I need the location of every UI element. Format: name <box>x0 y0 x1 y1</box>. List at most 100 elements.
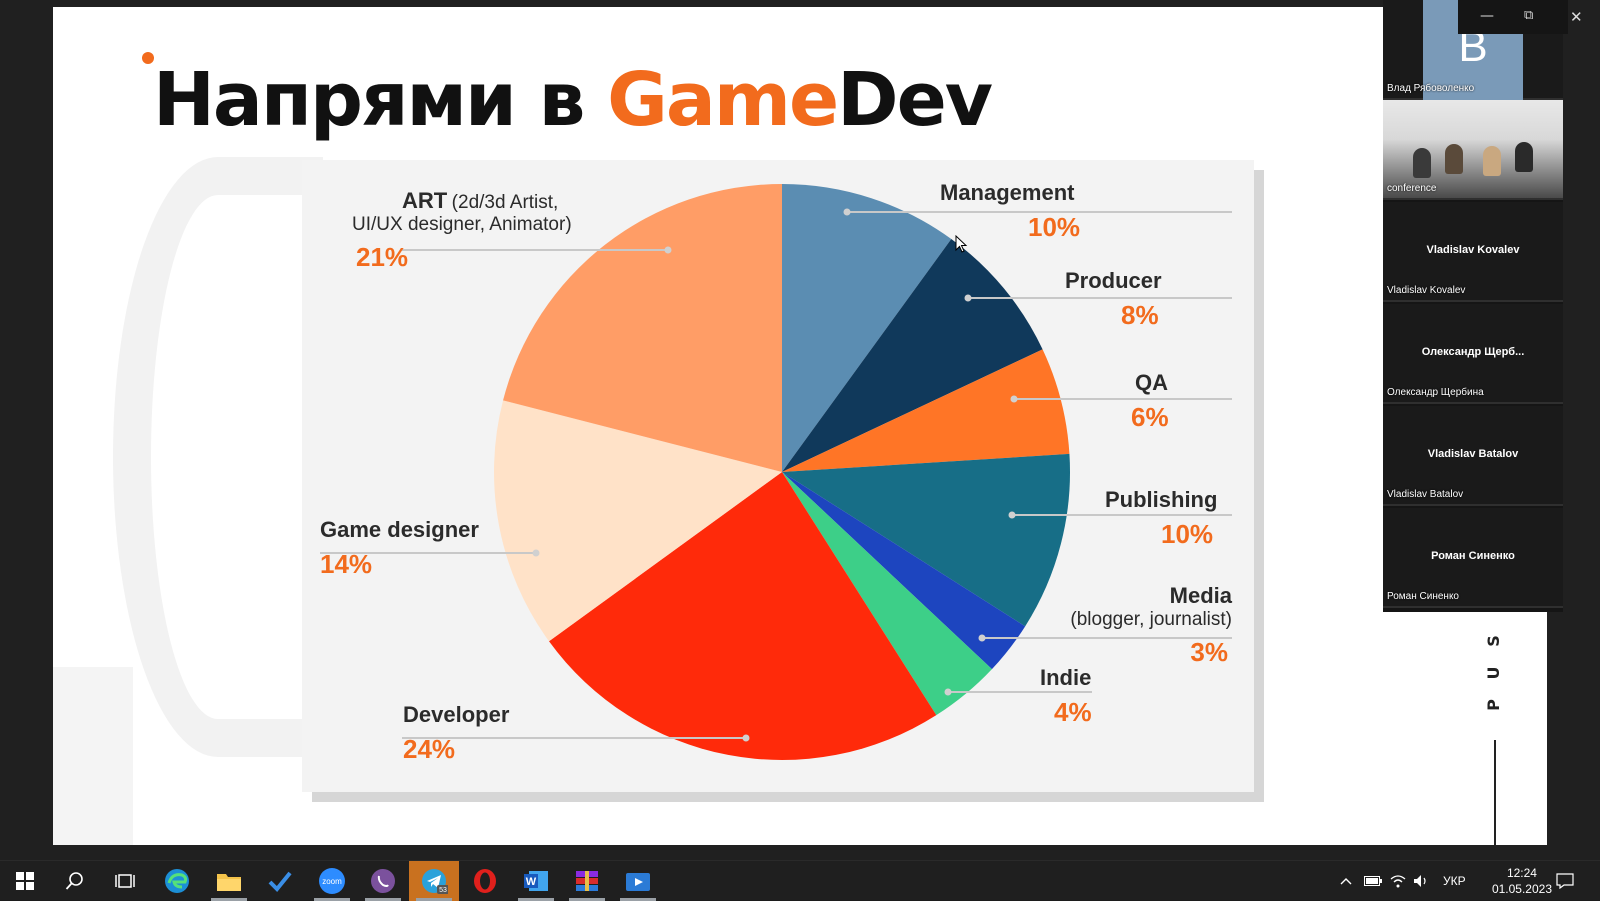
vertical-letter: P <box>1484 699 1503 711</box>
file-explorer-icon[interactable] <box>204 861 254 901</box>
wifi-icon[interactable] <box>1390 861 1406 901</box>
leader-dot <box>843 208 851 216</box>
slide-background-arc <box>113 157 323 757</box>
pie-slice-indie <box>782 472 992 716</box>
presentation-slide: Напрями в GameDev ART (2d/3d Artist, UI/… <box>53 7 1547 845</box>
pie-slice-publishing <box>782 453 1070 627</box>
participant-name: Роман Синенко <box>1387 591 1459 602</box>
label-media-sub: (blogger, journalist) <box>1070 609 1232 630</box>
slide-title: Напрями в GameDev <box>153 57 993 143</box>
clock-time: 12:24 <box>1506 866 1537 880</box>
zoom-label: zoom <box>322 877 342 886</box>
participant-name: Vladislav Kovalev <box>1387 285 1466 296</box>
participant-tile[interactable]: Vladislav Kovalev Vladislav Kovalev <box>1383 202 1563 302</box>
label-management-name: Management <box>940 180 1075 205</box>
participant-name: Vladislav Batalov <box>1387 489 1464 500</box>
windows-start-icon[interactable] <box>0 861 50 901</box>
clock-date: 01.05.2023 <box>1491 882 1552 896</box>
participant-tile[interactable]: Роман Синенко Роман Синенко <box>1383 508 1563 608</box>
label-game-designer-name: Game designer <box>320 517 479 542</box>
label-qa-name: QA <box>1135 370 1168 395</box>
viber-icon[interactable] <box>358 861 408 901</box>
label-developer-name: Developer <box>403 702 510 727</box>
label-indie-percent: 4% <box>1054 697 1092 727</box>
vertical-slide-text: S U P <box>1484 625 1504 721</box>
label-publishing: Publishing 10% <box>1105 487 1217 550</box>
participant-tile-video[interactable]: conference <box>1383 100 1563 200</box>
pie-chart-panel: ART (2d/3d Artist, UI/UX designer, Anima… <box>302 160 1254 792</box>
taskbar: zoom 53 W УКР <box>0 860 1600 901</box>
label-art: ART (2d/3d Artist, UI/UX designer, Anima… <box>352 188 622 273</box>
label-management-percent: 10% <box>1028 212 1081 242</box>
todo-icon[interactable] <box>255 861 305 901</box>
label-game-designer-percent: 14% <box>320 549 373 579</box>
label-indie: Indie 4% <box>1040 665 1092 728</box>
leader-dot <box>1010 395 1018 403</box>
participant-tile[interactable]: Vladislav Batalov Vladislav Batalov <box>1383 406 1563 506</box>
telegram-icon[interactable]: 53 <box>409 861 459 901</box>
participant-display-name: Роман Синенко <box>1431 550 1515 562</box>
chevron-up-icon[interactable] <box>1340 861 1352 901</box>
leader-dot <box>964 294 972 302</box>
vertical-letter: S <box>1484 635 1503 647</box>
telegram-badge: 53 <box>439 887 447 894</box>
slide-background-bar <box>53 667 133 845</box>
media-player-icon[interactable] <box>613 861 663 901</box>
label-art-sub-1: (2d/3d Artist, <box>451 192 559 213</box>
label-art-percent: 21% <box>356 242 409 272</box>
participant-display-name: Олександр Щерб... <box>1421 346 1525 358</box>
search-icon[interactable] <box>50 861 100 901</box>
label-media: Media (blogger, journalist) 3% <box>1040 583 1232 668</box>
title-bullet-dot <box>142 52 154 64</box>
window-controls: — ⧉ ✕ <box>1458 0 1583 34</box>
pie-slice-developer <box>549 472 937 760</box>
video-person <box>1413 148 1431 178</box>
label-management: Management 10% <box>940 180 1080 243</box>
battery-icon[interactable] <box>1364 861 1382 901</box>
vertical-divider-line <box>1494 740 1496 845</box>
label-publishing-name: Publishing <box>1105 487 1218 512</box>
svg-text:W: W <box>526 876 537 888</box>
language-indicator[interactable]: УКР <box>1443 874 1466 888</box>
mouse-cursor-icon <box>955 235 968 253</box>
participant-name: Олександр Щербина <box>1387 387 1484 398</box>
label-qa-percent: 6% <box>1131 402 1169 432</box>
winrar-icon[interactable] <box>562 861 612 901</box>
leader-dot <box>664 246 672 254</box>
label-developer: Developer 24% <box>403 702 509 765</box>
label-art-name: ART <box>402 188 448 213</box>
notifications-icon[interactable] <box>1556 861 1574 901</box>
leader-dot <box>742 734 750 742</box>
label-developer-percent: 24% <box>403 734 456 764</box>
leader-dot <box>1008 511 1016 519</box>
edge-icon[interactable] <box>152 861 202 901</box>
label-qa: QA 6% <box>1131 370 1169 433</box>
label-producer-name: Producer <box>1065 268 1162 293</box>
word-icon[interactable]: W <box>511 861 561 901</box>
task-view-icon[interactable] <box>100 861 150 901</box>
opera-icon[interactable] <box>460 861 510 901</box>
zoom-icon[interactable]: zoom <box>307 861 357 901</box>
pie-slice-art <box>503 184 782 472</box>
title-part-2: Dev <box>837 57 993 143</box>
participant-name: Влад Рябоволенко <box>1387 83 1475 94</box>
pie-slice-qa <box>782 349 1070 472</box>
label-game-designer: Game designer 14% <box>320 517 479 580</box>
close-icon[interactable]: ✕ <box>1570 8 1583 26</box>
participant-display-name: Vladislav Kovalev <box>1426 244 1520 256</box>
title-part-1: Напрями в <box>153 57 608 143</box>
vertical-letter: U <box>1484 666 1503 680</box>
label-art-sub-2: UI/UX designer, Animator) <box>352 214 572 235</box>
participant-tile[interactable]: Олександр Щерб... Олександр Щербина <box>1383 304 1563 404</box>
pie-slice-game-designer <box>494 400 782 642</box>
video-person <box>1445 144 1463 174</box>
leader-dot <box>978 634 986 642</box>
volume-icon[interactable] <box>1413 861 1429 901</box>
pie-slice-media <box>782 472 1026 670</box>
label-producer: Producer 8% <box>1065 268 1162 331</box>
restore-icon[interactable]: ⧉ <box>1524 8 1534 23</box>
clock[interactable]: 12:24 01.05.2023 <box>1492 865 1552 897</box>
video-person <box>1483 146 1501 176</box>
minimize-icon[interactable]: — <box>1480 8 1494 24</box>
